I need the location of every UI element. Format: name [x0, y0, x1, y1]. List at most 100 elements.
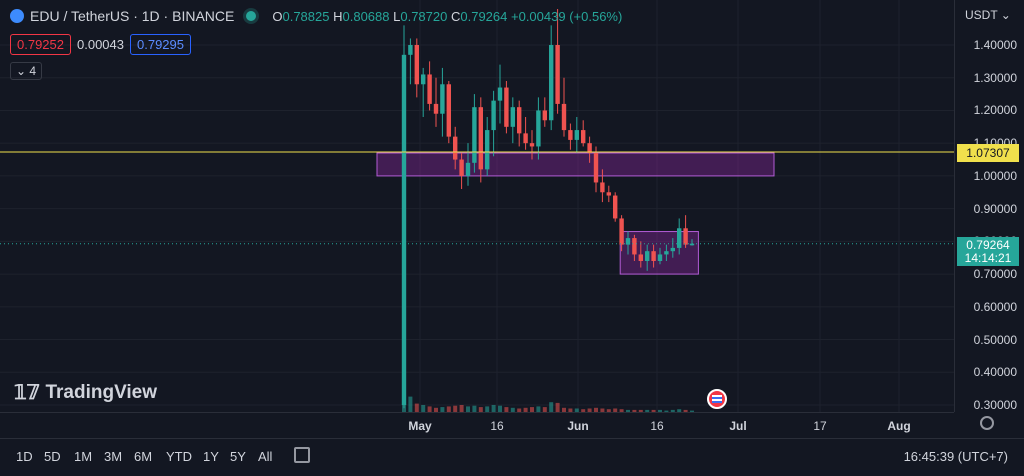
volume-bar [530, 407, 534, 412]
time-tick-label: May [408, 419, 432, 433]
timeframe-button-5d[interactable]: 5D [44, 449, 61, 464]
volume-bar [606, 409, 611, 412]
change-value: +0.00439 (+0.56%) [511, 8, 623, 24]
time-axis[interactable]: May 16 Jun 16 Jul 17 Aug [0, 412, 954, 439]
bottom-toolbar: 1D 5D 1M 3M 6M YTD 1Y 5Y All 16:45:39 (UTC+7) [0, 438, 1024, 476]
time-tick-label: 16 [490, 419, 504, 433]
volume-bar [683, 409, 688, 412]
volume-bar [408, 396, 413, 412]
volume-bar [498, 405, 502, 412]
bar-countdown: 14:14:21 [964, 250, 1012, 265]
symbol-legend: EDU / TetherUS · 1D · BINANCE O0.78825 H… [10, 8, 622, 24]
candle-body [433, 103, 439, 114]
hline-price-label: 1.07307 [957, 143, 1019, 162]
timeframe-button-3m[interactable]: 3M [104, 449, 123, 464]
settings-gear-icon[interactable] [980, 416, 994, 430]
sell-button[interactable]: 0.79252 [10, 34, 71, 55]
last-price-label: 0.79264 14:14:21 [957, 236, 1019, 266]
volume-bar [581, 409, 586, 412]
spread-value: 0.00043 [77, 37, 124, 52]
candle-body [574, 130, 579, 140]
volume-bar [523, 407, 528, 412]
volume-bar [421, 405, 426, 412]
candle-body [510, 107, 515, 127]
volume-bar [453, 405, 458, 412]
candle-body [529, 143, 535, 147]
candle-body [632, 238, 637, 255]
price-tick-label: 0.90000 [973, 201, 1017, 216]
indicators-count: 4 [29, 64, 37, 78]
volume-bar [658, 409, 662, 412]
timeframe-button-6m[interactable]: 6M [134, 449, 153, 464]
candle-body [421, 74, 426, 85]
candle-body [446, 84, 451, 137]
volume-bar [594, 407, 598, 412]
tradingview-logo[interactable]: 𝟙𝟟 TradingView [14, 380, 157, 405]
volume-bar [555, 402, 560, 412]
indicators-toggle[interactable]: ⌄ 4 [10, 62, 43, 80]
candle-body [561, 103, 567, 131]
timeframe-button-5y[interactable]: 5Y [230, 449, 246, 464]
volume-bar [504, 407, 509, 412]
ohlc-values: O0.78825 H0.80688 L0.78720 C0.79264 +0.0… [272, 8, 623, 24]
symbol-title[interactable]: EDU / TetherUS · 1D · BINANCE [30, 8, 235, 24]
candle-body [517, 107, 522, 134]
volume-bar [542, 407, 547, 412]
timeframe-button-1y[interactable]: 1Y [203, 449, 219, 464]
volume-bar [440, 407, 445, 412]
candle-body [625, 238, 631, 245]
candle-body [670, 247, 675, 252]
clock[interactable]: 16:45:39 (UTC+7) [903, 449, 1008, 464]
candle-body [491, 100, 496, 131]
price-tick-label: 0.70000 [973, 267, 1017, 282]
volume-bar [600, 408, 605, 412]
volume-bar [651, 409, 656, 412]
volume-bar [536, 406, 541, 412]
volume-bar [587, 408, 592, 412]
market-status-icon[interactable] [246, 11, 257, 21]
currency-selector[interactable]: USDT ⌄ [965, 8, 1011, 22]
candlestick-chart[interactable] [0, 0, 954, 412]
volume-bar [549, 402, 554, 412]
candle-body [465, 162, 471, 176]
price-tick-label: 0.30000 [973, 398, 1017, 412]
candle-body [523, 133, 528, 144]
buy-button[interactable]: 0.79295 [130, 34, 191, 55]
volume-bar [472, 405, 477, 412]
volume-bar [626, 409, 630, 412]
timeframe-button-1d[interactable]: 1D [16, 449, 33, 464]
timeframe-button-all[interactable]: All [258, 449, 273, 464]
symbol-icon [10, 9, 24, 23]
volume-bar [690, 410, 694, 412]
volume-bar [491, 405, 496, 412]
timeframe-button-ytd[interactable]: YTD [166, 449, 192, 464]
calendar-icon[interactable] [294, 447, 310, 463]
candle-body [549, 45, 554, 121]
price-tick-label: 0.40000 [973, 365, 1017, 380]
candle-body [472, 107, 477, 163]
volume-bar [613, 408, 618, 412]
volume-bar [517, 408, 522, 412]
candle-body [485, 130, 490, 170]
candle-body [542, 110, 547, 121]
price-tick-label: 0.60000 [973, 299, 1017, 314]
candle-body [478, 107, 483, 170]
timeframe-button-1m[interactable]: 1M [74, 449, 93, 464]
volume-bar [632, 409, 637, 412]
time-tick-label: 16 [650, 419, 664, 433]
candle-body [587, 143, 592, 153]
candle-body [581, 130, 586, 144]
price-tick-label: 1.30000 [973, 70, 1017, 85]
candle-body [619, 218, 624, 245]
volume-bar [446, 406, 451, 412]
candle-body [638, 254, 643, 261]
price-zone [376, 152, 775, 177]
volume-bar [645, 409, 650, 412]
economic-event-flag-icon[interactable] [707, 389, 727, 409]
candle-body [606, 192, 611, 196]
candle-body [593, 153, 599, 183]
last-price-value: 0.79264 [966, 237, 1010, 252]
chart-area[interactable]: EDU / TetherUS · 1D · BINANCE O0.78825 H… [0, 0, 954, 412]
candle-body [414, 45, 419, 85]
price-axis[interactable]: USDT ⌄ 1.400001.300001.200001.100001.000… [954, 0, 1024, 412]
